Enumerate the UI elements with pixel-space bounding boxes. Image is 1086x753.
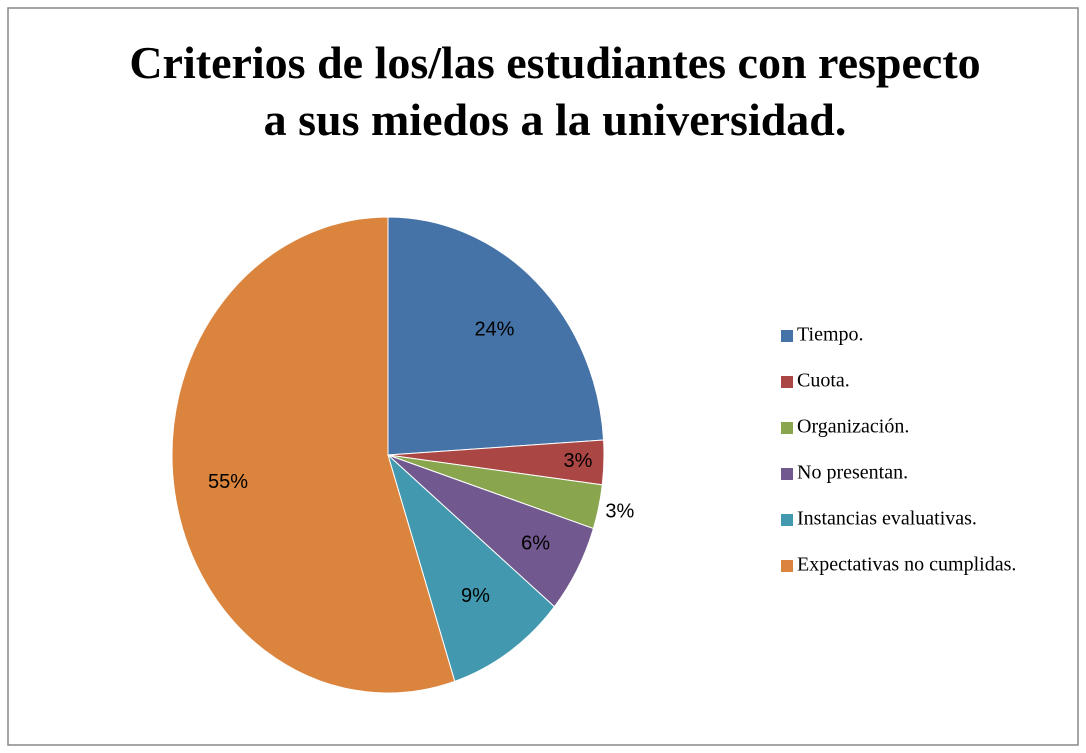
data-label: 9% [461,585,490,607]
legend-swatch [781,514,793,526]
data-label: 55% [208,471,248,493]
data-label: 3% [564,450,593,472]
legend-label: No presentan. [797,462,908,484]
data-label: 6% [521,533,550,555]
pie-slice [387,453,556,683]
chart-title: Criterios de los/las estudiantes con res… [129,37,980,88]
data-label: 24% [474,318,514,340]
pie-slice [387,216,605,456]
legend-swatch [781,376,793,388]
legend-swatch [781,422,793,434]
legend-swatch [781,468,793,480]
legend-label: Instancias evaluativas. [797,508,977,530]
pie-slice [171,216,456,694]
legend-label: Expectativas no cumplidas. [797,554,1016,576]
legend-label: Cuota. [797,370,850,392]
legend-label: Tiempo. [797,324,864,346]
chart-title: a sus miedos a la universidad. [264,94,847,145]
legend-label: Organización. [797,416,909,438]
data-label: 3% [605,500,634,522]
legend-swatch [781,330,793,342]
legend-swatch [781,560,793,572]
